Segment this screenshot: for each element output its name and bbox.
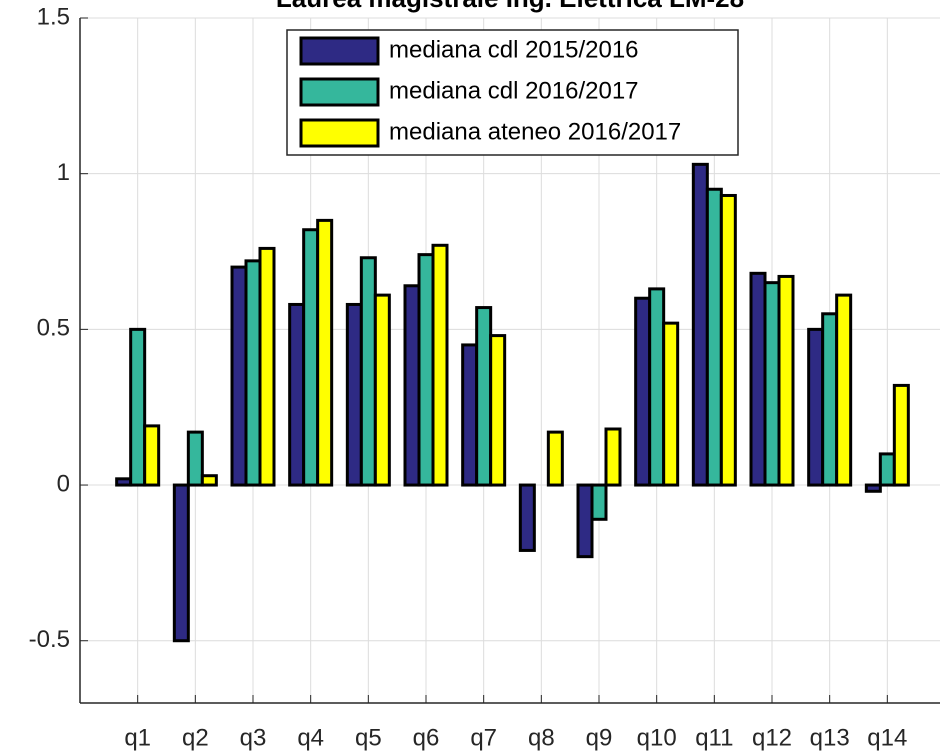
bar [345,302,363,487]
bar [821,312,839,487]
legend-swatch [299,77,380,107]
bar [892,383,910,487]
x-tick-label: q12 [752,724,792,751]
x-tick-label: q10 [637,724,677,751]
bar [864,483,882,493]
y-tick-label: 1.5 [37,3,70,30]
bar [648,287,666,487]
y-tick-label: -0.5 [29,626,70,653]
bar [489,334,507,487]
bar [373,293,391,487]
legend-label: mediana cdl 2015/2016 [389,36,639,63]
legend-label: mediana cdl 2016/2017 [389,77,639,104]
bar [691,162,709,487]
bar [461,343,479,487]
bar [590,483,608,521]
chart-title: Laurea magistrale Ing. Elettrica LM-28 [276,0,744,13]
x-tick-label: q4 [297,724,324,751]
bar [777,274,795,487]
x-tick-label: q5 [355,724,382,751]
bar [719,193,737,487]
bar [835,293,853,487]
legend-swatch [299,36,380,66]
bar [431,243,449,487]
x-tick-label: q11 [695,724,733,751]
legend-label: mediana ateneo 2016/2017 [389,118,681,145]
bar [705,187,723,487]
x-tick-label: q8 [528,724,555,751]
bar [316,218,334,487]
bar [359,256,377,487]
bar [115,477,133,487]
x-tick-label: q9 [586,724,613,751]
bar [662,321,680,487]
bar [749,271,767,487]
bar [230,265,248,487]
x-tick-label: q14 [867,724,907,751]
bar [417,253,435,487]
bar [807,327,825,487]
bar [576,483,594,559]
x-tick-label: q13 [810,724,850,751]
bar [129,327,147,487]
bar [518,483,536,552]
y-tick-label: 1 [57,159,70,186]
bar [172,483,190,643]
bar [763,281,781,487]
bar [244,259,262,487]
bar [302,228,320,487]
bar [403,284,421,487]
legend-swatch [299,118,380,148]
bar [475,306,493,487]
y-tick-label: 0 [57,470,70,497]
bar [200,474,218,487]
x-tick-label: q3 [240,724,267,751]
x-tick-label: q7 [470,724,497,751]
bar [258,246,276,487]
y-tick-label: 0.5 [37,315,70,342]
bar [143,424,161,487]
bar [634,296,652,487]
bar [878,452,896,487]
bar [604,427,622,487]
bar [186,430,204,487]
bar [288,302,306,487]
x-tick-label: q2 [182,724,209,751]
x-tick-label: q6 [413,724,440,751]
x-tick-label: q1 [124,724,151,751]
bar [546,430,564,487]
